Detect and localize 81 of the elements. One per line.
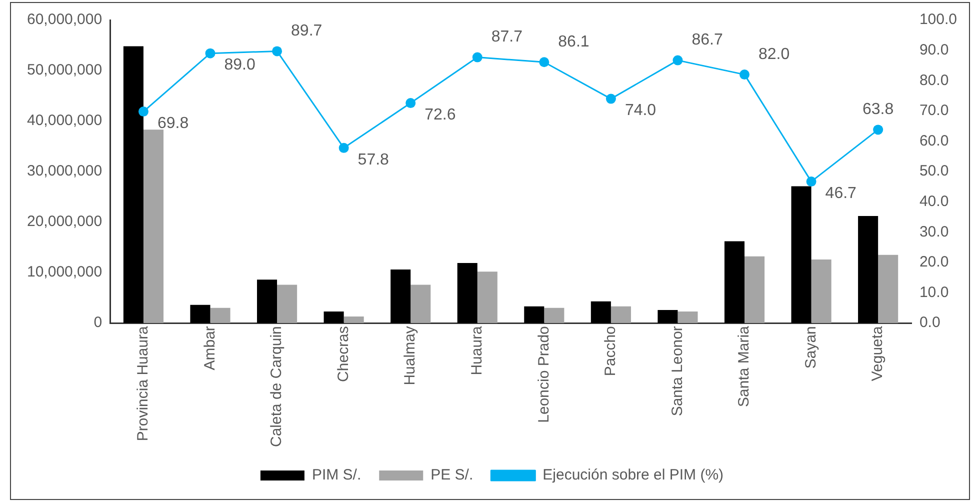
bar <box>143 130 164 324</box>
y2-tick-label: 40.0 <box>919 192 949 210</box>
bar <box>410 284 431 324</box>
x-tick-label: Vegueta <box>869 325 886 382</box>
x-tick-label: Santa Maria <box>736 325 753 407</box>
point <box>539 57 550 68</box>
bar <box>610 306 631 324</box>
y2-tick-label: 80.0 <box>919 72 949 89</box>
y2-tick-label: 70.0 <box>919 102 949 120</box>
data-label: 89.7 <box>291 22 322 40</box>
bar <box>544 308 564 324</box>
data-label: 69.8 <box>157 114 189 132</box>
y2-tick-label: 50.0 <box>919 162 949 180</box>
data-label: 63.8 <box>862 101 894 118</box>
data-label: 86.1 <box>558 34 590 51</box>
bar <box>123 46 144 324</box>
y2-tick-label: 10.0 <box>919 284 949 301</box>
x-tick-label: Caleta de Carquin <box>268 326 286 448</box>
bar <box>811 259 832 324</box>
y-tick-label: 50,000,000 <box>26 62 102 79</box>
bar <box>724 241 745 324</box>
point <box>406 98 416 108</box>
point <box>338 142 349 153</box>
y2-tick-label: 20.0 <box>919 254 949 271</box>
x-tick-label: Paccho <box>602 326 620 376</box>
point <box>138 106 148 117</box>
x-tick-label: Santa Leonor <box>668 326 686 416</box>
x-tick-label: Huaura <box>468 325 486 376</box>
point <box>672 55 683 66</box>
y-tick-label: 40,000,000 <box>26 112 102 130</box>
y-tick-label: 30,000,000 <box>26 162 102 180</box>
bar <box>277 284 298 324</box>
legend-label: PE S/. <box>430 466 474 484</box>
data-label: 87.7 <box>491 28 523 46</box>
bar <box>658 310 678 324</box>
y-tick-label: 0 <box>94 314 102 332</box>
point <box>873 124 884 135</box>
point <box>606 94 616 104</box>
x-tick-label: Sayan <box>802 326 820 369</box>
data-label: 72.6 <box>424 106 456 124</box>
bar <box>590 301 611 324</box>
bar <box>678 311 698 324</box>
bar <box>324 311 344 324</box>
y2-tick-label: 100.0 <box>919 11 958 28</box>
bar <box>744 256 765 324</box>
y-tick-label: 10,000,000 <box>26 264 102 281</box>
y2-tick-label: 60.0 <box>919 132 949 150</box>
x-tick-label: Hualmay <box>402 326 419 386</box>
point <box>472 52 482 62</box>
point <box>272 46 282 56</box>
data-label: 57.8 <box>358 151 390 168</box>
y-tick-label: 20,000,000 <box>26 213 102 230</box>
y2-tick-label: 90.0 <box>919 41 949 58</box>
bar <box>791 186 812 324</box>
y2-tick-label: 30.0 <box>919 223 949 240</box>
bar <box>477 272 498 324</box>
y2-tick-label: 0.0 <box>919 314 940 332</box>
bar <box>878 254 898 324</box>
point <box>205 48 216 58</box>
data-label: 82.0 <box>758 46 790 63</box>
legend-label: Ejecución sobre el PIM (%) <box>542 466 724 484</box>
data-label: 74.0 <box>624 102 656 120</box>
data-label: 46.7 <box>825 184 857 202</box>
bar <box>858 216 878 324</box>
point <box>806 176 816 187</box>
x-tick-label: Leoncio Prado <box>535 326 552 423</box>
x-tick-label: Ambar <box>201 326 218 370</box>
bar <box>457 262 478 324</box>
data-label: 89.0 <box>224 56 256 74</box>
x-tick-label: Provincia Huaura <box>134 325 152 442</box>
bar <box>190 304 210 324</box>
data-label: 86.7 <box>692 32 723 49</box>
point <box>740 70 750 80</box>
y-tick-label: 60,000,000 <box>26 11 102 28</box>
bar <box>210 308 230 324</box>
legend-label: PIM S/. <box>312 466 362 484</box>
bar <box>344 316 364 324</box>
bar <box>390 270 411 324</box>
bar <box>524 306 544 324</box>
bar <box>256 280 278 324</box>
x-tick-label: Checras <box>334 326 352 382</box>
